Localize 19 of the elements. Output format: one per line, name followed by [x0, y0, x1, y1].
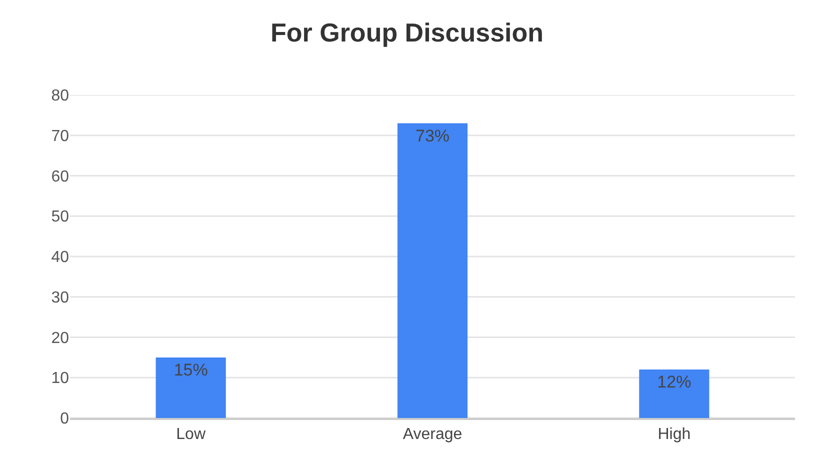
y-tick-label: 30: [51, 289, 70, 306]
y-tick-label: 80: [51, 88, 70, 105]
chart-title: For Group Discussion: [270, 17, 544, 48]
x-tick-label: Low: [176, 426, 206, 443]
y-tick-label: 20: [51, 330, 70, 347]
y-tick-label: 60: [51, 168, 70, 186]
y-tick-label: 40: [51, 249, 70, 266]
data-label: 73%: [415, 126, 450, 146]
x-tick-label: High: [658, 426, 691, 443]
data-label: 12%: [657, 372, 692, 392]
y-tick-label: 50: [51, 208, 70, 226]
y-tick-label: 10: [51, 370, 70, 388]
y-tick-label: 70: [51, 128, 70, 145]
data-label: 15%: [174, 360, 208, 380]
bar: [397, 123, 468, 418]
y-tick-label: 0: [60, 410, 70, 428]
bar: [156, 357, 226, 418]
bar: [639, 370, 710, 418]
x-tick-label: Average: [402, 426, 462, 443]
